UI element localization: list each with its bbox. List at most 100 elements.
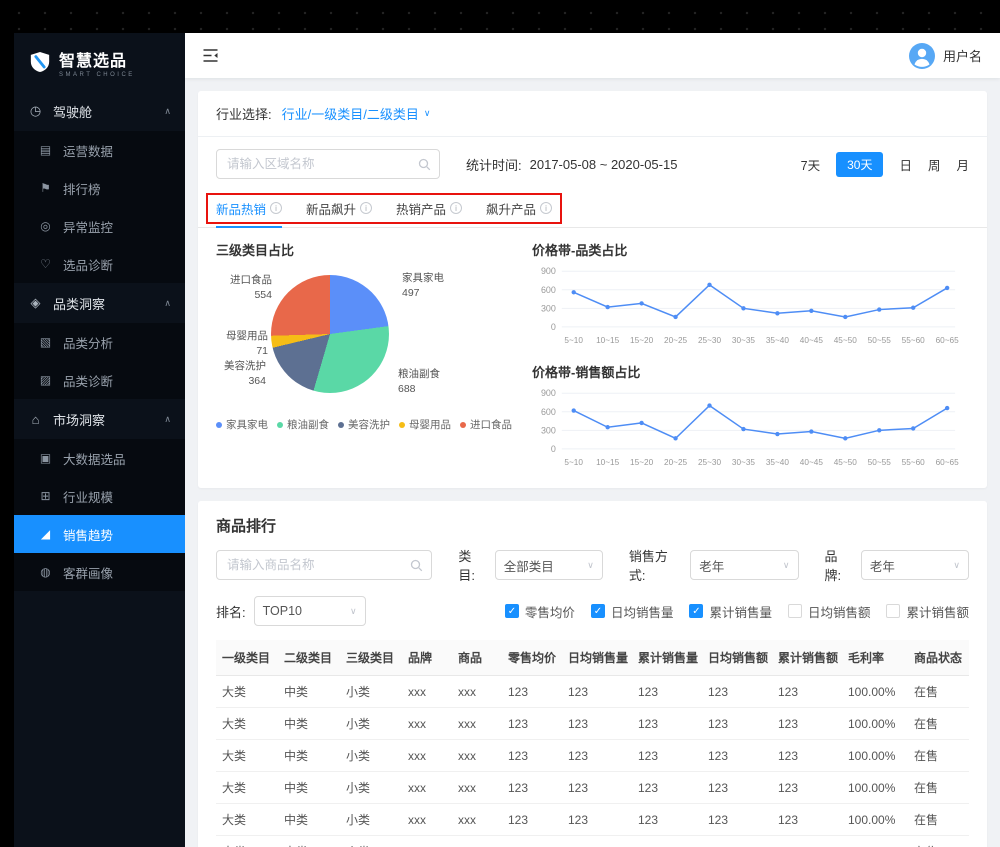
table-cell: 小类 [340,707,402,740]
region-search-field[interactable] [217,150,439,178]
metric-checkbox[interactable]: 日均销售额 [787,602,870,621]
app-logo[interactable]: 智慧选品 SMART CHOICE [14,33,185,91]
industry-cascader[interactable]: 行业/一级类目/二级类目 ∨ [282,104,431,123]
table-cell: xxx [402,707,452,740]
table-cell: 123 [772,835,842,847]
table-cell: 123 [562,707,632,740]
sidebar-item-anomaly-monitor[interactable]: ◎ 异常监控 [14,207,185,245]
column-header: 零售均价 [502,640,562,676]
user-menu[interactable]: 用户名 [908,42,982,69]
table-cell: 大类 [216,771,278,804]
chevron-down-icon: ∨ [350,605,357,616]
sales-trend-icon: ◢ [40,527,51,541]
tab-soaring-products[interactable]: 飙升产品 [486,189,553,227]
info-icon [270,202,283,214]
sidebar-section-category-insight[interactable]: ◈ 品类洞察 ∧ [14,283,185,323]
legend-item[interactable]: 家具家电 [216,417,268,432]
sidebar-item-sales-trend[interactable]: ◢ 销售趋势 [14,515,185,553]
legend-item[interactable]: 母婴用品 [399,417,451,432]
info-icon [450,202,463,214]
svg-text:60~65: 60~65 [936,458,960,467]
sidebar-section-market-insight[interactable]: ⌂ 市场洞察 ∧ [14,399,185,439]
sidebar-item-ranking[interactable]: ⚑ 排行榜 [14,169,185,207]
checkbox-box[interactable]: ✓ [504,604,519,618]
table-cell: 大类 [216,707,278,740]
table-cell: 123 [502,675,562,708]
category-label: 类目: [458,549,476,583]
sidebar-section-cockpit[interactable]: ◷ 驾驶舱 ∧ [14,91,185,131]
range-30d-button[interactable]: 30天 [836,151,884,177]
metric-checkbox[interactable]: ✓ 零售均价 [504,602,575,621]
tab-new-soaring[interactable]: 新品飙升 [306,189,373,227]
legend-item[interactable]: 美容洗护 [338,417,390,432]
username: 用户名 [942,49,982,64]
tab-hot-products[interactable]: 热销产品 [396,189,463,227]
sidebar-item-bigdata-selection[interactable]: ▣ 大数据选品 [14,439,185,477]
table-cell: 在售 [908,771,969,804]
item-label: 客群画像 [63,566,114,581]
svg-text:10~15: 10~15 [596,336,620,345]
sale-mode-select[interactable]: 老年 ∨ [690,550,799,580]
sidebar-item-industry-scale[interactable]: ⊞ 行业规模 [14,477,185,515]
market-insight-icon: ⌂ [31,411,40,427]
range-7d-button[interactable]: 7天 [800,158,821,173]
checkbox-box[interactable] [886,604,901,618]
chart-tabs-bar: 新品热销 新品飙升 热销产品 飙升产品 [198,189,987,228]
pie[interactable] [271,275,389,393]
category-select[interactable]: 全部类目 ∨ [494,550,603,580]
metric-checkbox[interactable]: ✓ 累计销售量 [689,602,772,621]
ranking-icon: ⚑ [40,181,51,195]
checkbox-box[interactable]: ✓ [689,604,704,618]
tab-new-hot-sale[interactable]: 新品热销 [216,189,283,228]
legend-item[interactable]: 粮油副食 [277,417,329,432]
tab-label: 热销产品 [396,202,447,217]
legend-item[interactable]: 进口食品 [460,417,512,432]
metric-checkbox[interactable]: 累计销售额 [886,602,969,621]
range-day-button[interactable]: 日 [899,158,912,173]
sidebar-item-category-diagnosis[interactable]: ▨ 品类诊断 [14,361,185,399]
rank-select[interactable]: TOP10 ∨ [253,596,366,626]
range-month-button[interactable]: 月 [956,158,969,173]
sidebar-item-category-analysis[interactable]: ▧ 品类分析 [14,323,185,361]
legend-dot [216,421,222,428]
brand-select[interactable]: 老年 ∨ [860,550,969,580]
metric-checkbox[interactable]: ✓ 日均销售量 [590,602,673,621]
sidebar-item-customer-portrait[interactable]: ◍ 客群画像 [14,553,185,591]
sidebar-item-selection-diagnosis[interactable]: ♡ 选品诊断 [14,245,185,283]
table-cell: 在售 [908,803,969,836]
item-label: 品类诊断 [63,374,114,389]
sidebar-item-operations-data[interactable]: ▤ 运营数据 [14,131,185,169]
line-charts-block: 价格带-品类占比 0 300 600 900 5~10 10~15 15~20 20~25 25… [516,240,969,478]
table-cell: xxx [452,771,502,804]
region-search-input[interactable] [216,149,440,179]
info-icon [540,202,553,214]
svg-text:900: 900 [541,266,556,276]
range-week-button[interactable]: 周 [927,158,941,173]
table-cell: 小类 [340,803,402,836]
menu-fold-icon[interactable] [203,49,218,62]
column-header: 日均销售额 [702,640,772,676]
checkbox-label: 累计销售额 [906,605,969,620]
product-search-input[interactable] [216,550,433,580]
table-cell: 123 [702,739,772,772]
checkbox-box[interactable] [787,604,802,618]
svg-text:40~45: 40~45 [800,336,824,345]
time-range-value[interactable]: 2017-05-08 ~ 2020-05-15 [529,156,678,172]
table-cell: xxx [452,739,502,772]
select-value: 全部类目 [503,559,554,574]
product-search-field[interactable] [217,551,432,579]
table-cell: xxx [452,675,502,708]
svg-text:35~40: 35~40 [766,458,790,467]
checkbox-box[interactable]: ✓ [590,604,605,618]
table-cell: 小类 [340,771,402,804]
line-chart-price-category: 0 300 600 900 5~10 10~15 15~20 20~25 25~30 30~35 3… [532,263,969,356]
pie-label: 进口食品 554 [230,274,272,301]
table-cell: xxx [402,739,452,772]
table-cell: 123 [502,803,562,836]
